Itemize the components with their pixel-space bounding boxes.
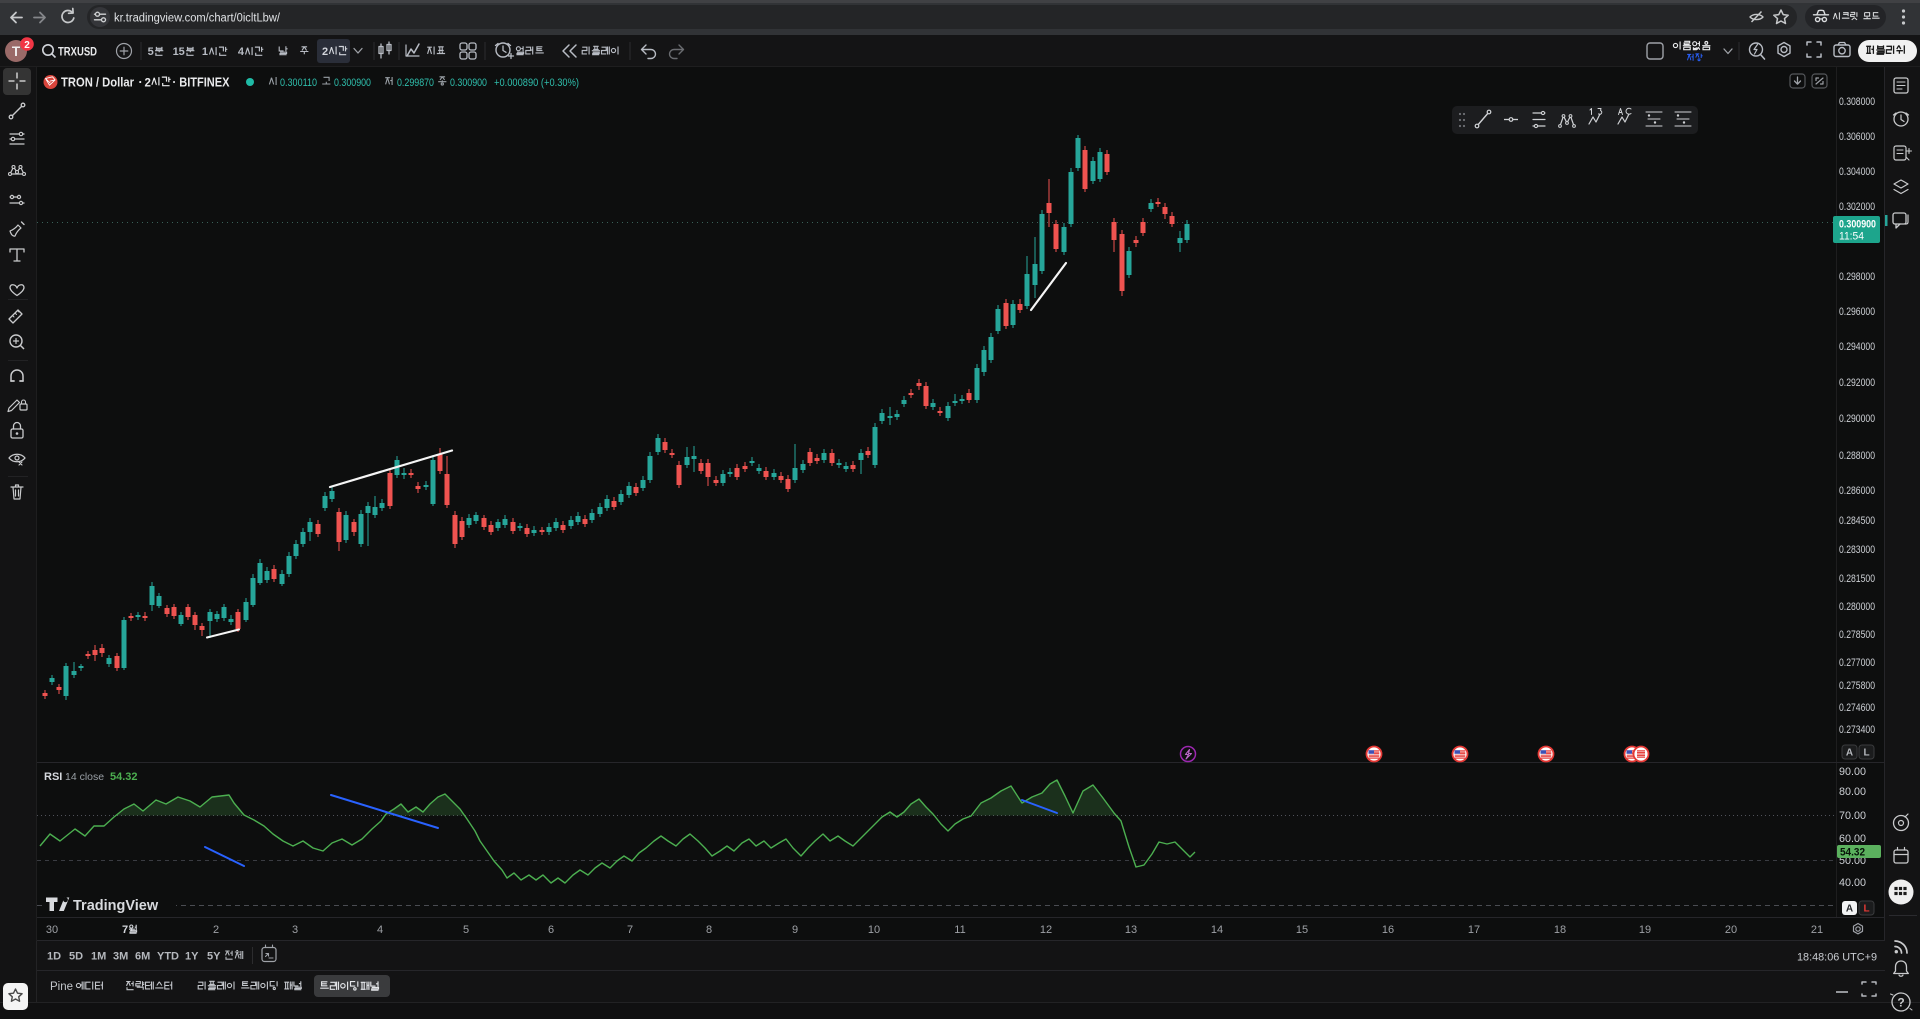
svg-text:40.00: 40.00 — [1839, 877, 1866, 889]
svg-text:8: 8 — [706, 924, 712, 936]
svg-text:0.308000: 0.308000 — [1839, 96, 1875, 108]
svg-text:6: 6 — [548, 924, 554, 936]
svg-text:18: 18 — [1554, 924, 1566, 936]
svg-text:0.296000: 0.296000 — [1839, 306, 1875, 318]
svg-text:9: 9 — [792, 924, 798, 936]
svg-text:2: 2 — [24, 40, 30, 51]
svg-text:10: 10 — [868, 924, 880, 936]
svg-text:7: 7 — [122, 924, 128, 936]
svg-text:0.292000: 0.292000 — [1839, 377, 1875, 389]
svg-text:6M: 6M — [135, 951, 150, 963]
svg-text:30: 30 — [46, 924, 58, 936]
svg-text:0.277000: 0.277000 — [1839, 657, 1875, 669]
svg-text:15: 15 — [173, 46, 185, 58]
svg-text:0.300900: 0.300900 — [450, 77, 487, 89]
svg-text:0.275800: 0.275800 — [1839, 680, 1875, 692]
svg-text:0.274600: 0.274600 — [1839, 702, 1875, 714]
svg-text:15: 15 — [1296, 924, 1308, 936]
svg-text:13: 13 — [1125, 924, 1137, 936]
svg-text:0.280000: 0.280000 — [1839, 601, 1875, 613]
svg-text:A: A — [1846, 748, 1853, 759]
svg-text:5Y: 5Y — [207, 951, 221, 963]
svg-text:16: 16 — [1382, 924, 1394, 936]
svg-text:90.00: 90.00 — [1839, 766, 1866, 778]
svg-text:1Y: 1Y — [185, 951, 199, 963]
svg-text:0.288000: 0.288000 — [1839, 450, 1875, 462]
svg-text:TradingView: TradingView — [73, 898, 159, 914]
svg-text:54.32: 54.32 — [1840, 847, 1865, 859]
svg-text:TRXUSD: TRXUSD — [58, 47, 97, 59]
svg-text:· BITFINEX: · BITFINEX — [173, 76, 231, 90]
svg-text:5D: 5D — [69, 951, 83, 963]
svg-text:12: 12 — [1040, 924, 1052, 936]
svg-text:11:54: 11:54 — [1839, 231, 1864, 243]
svg-text:0.281500: 0.281500 — [1839, 573, 1875, 585]
svg-text:TRON / Dollar: TRON / Dollar — [61, 76, 134, 90]
svg-text:1D: 1D — [47, 951, 61, 963]
svg-text:5: 5 — [463, 924, 469, 936]
svg-text:5: 5 — [148, 46, 154, 58]
svg-text:80.00: 80.00 — [1839, 786, 1866, 798]
svg-text:4: 4 — [377, 924, 383, 936]
svg-text:0.300110: 0.300110 — [280, 77, 317, 89]
svg-text:14 close: 14 close — [65, 771, 104, 783]
svg-text:17: 17 — [1468, 924, 1480, 936]
svg-text:18:48:06 UTC+9: 18:48:06 UTC+9 — [1797, 952, 1877, 964]
svg-text:Pine: Pine — [50, 981, 73, 993]
svg-text:54.32: 54.32 — [110, 771, 138, 783]
svg-text:0.300900: 0.300900 — [1839, 219, 1876, 231]
svg-text:A: A — [1846, 904, 1853, 915]
svg-text:0.286000: 0.286000 — [1839, 485, 1875, 497]
svg-text:0.304000: 0.304000 — [1839, 166, 1875, 178]
svg-text:?: ? — [1897, 996, 1904, 1010]
svg-text:19: 19 — [1639, 924, 1651, 936]
svg-text:0.298000: 0.298000 — [1839, 271, 1875, 283]
svg-text:1M: 1M — [91, 951, 106, 963]
svg-text:0.299870: 0.299870 — [397, 77, 434, 89]
svg-text:2: 2 — [213, 924, 219, 936]
svg-text:L: L — [1863, 904, 1869, 915]
svg-text:1: 1 — [202, 46, 208, 58]
svg-text:14: 14 — [1211, 924, 1223, 936]
svg-text:YTD: YTD — [157, 951, 179, 963]
svg-text:0.306000: 0.306000 — [1839, 131, 1875, 143]
svg-text:0.290000: 0.290000 — [1839, 413, 1875, 425]
svg-text:2: 2 — [322, 46, 328, 58]
svg-text:20: 20 — [1725, 924, 1737, 936]
svg-text:3: 3 — [292, 924, 298, 936]
svg-text:0.283000: 0.283000 — [1839, 544, 1875, 556]
svg-text:RSI: RSI — [44, 771, 62, 783]
svg-text:70.00: 70.00 — [1839, 810, 1866, 822]
svg-text:0.273400: 0.273400 — [1839, 724, 1875, 736]
svg-text:0.278500: 0.278500 — [1839, 629, 1875, 641]
svg-text:·: · — [139, 76, 143, 90]
svg-text:3M: 3M — [113, 951, 128, 963]
svg-text:+0.000890 (+0.30%): +0.000890 (+0.30%) — [494, 77, 579, 89]
svg-text:11: 11 — [954, 924, 965, 936]
svg-text:L: L — [1863, 748, 1869, 759]
svg-text:T: T — [12, 44, 21, 59]
svg-text:0.302000: 0.302000 — [1839, 201, 1875, 213]
svg-text:2: 2 — [145, 78, 151, 90]
svg-text:kr.tradingview.com/chart/0iclt: kr.tradingview.com/chart/0icltLbw/ — [114, 13, 281, 25]
svg-text:0.300900: 0.300900 — [334, 77, 371, 89]
svg-text:60.00: 60.00 — [1839, 833, 1866, 845]
svg-text:0.294000: 0.294000 — [1839, 341, 1875, 353]
svg-text:21: 21 — [1811, 924, 1823, 936]
svg-text:0.284500: 0.284500 — [1839, 515, 1875, 527]
svg-text:4: 4 — [238, 46, 245, 58]
svg-text:7: 7 — [627, 924, 633, 936]
